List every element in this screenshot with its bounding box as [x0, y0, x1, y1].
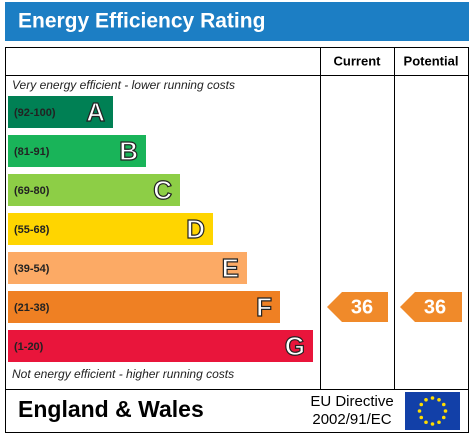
current-arrow	[327, 292, 388, 322]
band-range: (92-100)	[14, 107, 56, 119]
potential-rating: 36	[424, 296, 446, 318]
top-note: Very energy efficient - lower running co…	[12, 78, 235, 92]
star	[424, 420, 428, 425]
band-letter: G	[285, 331, 305, 361]
directive-line1: EU Directive	[310, 393, 393, 410]
star	[419, 415, 424, 420]
footer-frame	[5, 389, 469, 433]
band-bar	[8, 330, 313, 362]
bands: (92-100) A (81-91) B (69-80) C (55-68) D (39-54)…	[8, 96, 313, 362]
potential-arrow	[400, 292, 462, 322]
band-letter: F	[256, 292, 272, 322]
band-bar	[8, 252, 247, 284]
star	[441, 415, 446, 420]
band-bar	[8, 96, 113, 128]
star	[430, 396, 435, 400]
band-range: (39-54)	[14, 263, 50, 275]
band-letter: E	[222, 253, 239, 283]
title: Energy Efficiency Rating	[18, 10, 265, 33]
current-header: Current	[334, 53, 382, 68]
current-rating: 36	[351, 296, 373, 318]
star	[419, 402, 424, 407]
band-bar	[8, 135, 146, 167]
band-range: (55-68)	[14, 224, 50, 236]
band-letter: A	[86, 97, 105, 127]
title-bar	[5, 2, 469, 41]
star	[441, 402, 446, 407]
directive-line2: 2002/91/EC	[312, 411, 391, 428]
band-bar	[8, 291, 280, 323]
band-letter: D	[186, 214, 205, 244]
star	[424, 397, 428, 402]
star	[430, 422, 435, 426]
band-bar	[8, 213, 213, 245]
star	[437, 397, 441, 402]
bottom-note: Not energy efficient - higher running co…	[12, 367, 234, 381]
potential-header: Potential	[404, 53, 459, 68]
region: England & Wales	[18, 396, 204, 422]
star	[443, 409, 448, 413]
band-range: (1-20)	[14, 341, 44, 353]
band-range: (69-80)	[14, 185, 50, 197]
band-range: (81-91)	[14, 146, 50, 158]
band-bar	[8, 174, 180, 206]
star	[437, 420, 441, 425]
eu-stars	[417, 396, 448, 426]
band-letter: B	[119, 136, 138, 166]
star	[417, 409, 422, 413]
band-letter: C	[153, 175, 172, 205]
band-range: (21-38)	[14, 302, 50, 314]
